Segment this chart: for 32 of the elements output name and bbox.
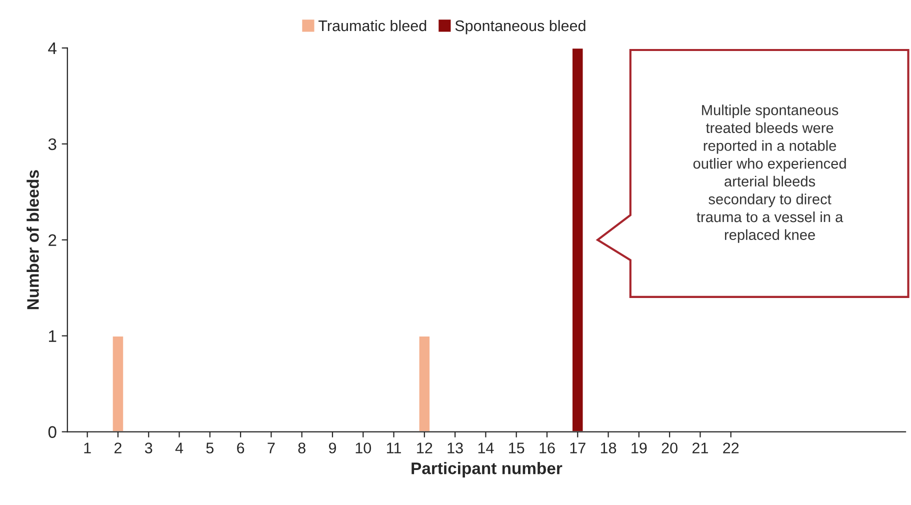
x-tick-label: 21 (692, 442, 708, 454)
x-tick-label: 1 (84, 442, 91, 454)
annotation: Multiple spontaneous treated bleeds were reported in a notable outlier who experienced arterial bleeds secondary to direct trauma to a vessel in a replaced knee (693, 104, 846, 243)
legend-label: Spontaneous bleed (455, 20, 586, 34)
x-tick-label: 22 (723, 442, 739, 454)
x-tick-label: 8 (298, 442, 306, 454)
x-axis-title: Participant number (412, 462, 562, 478)
x-tick-label: 17 (570, 442, 586, 454)
y-tick-label: 1 (49, 330, 56, 342)
y-tick-label: 2 (48, 234, 56, 246)
legend-label: Traumatic bleed (318, 20, 426, 32)
x-tick-label: 12 (417, 442, 432, 454)
x-tick-label: 10 (356, 442, 372, 454)
x-tick-label: 6 (237, 442, 244, 454)
x-tick-label: 7 (268, 442, 275, 454)
x-tick-label: 5 (206, 442, 214, 454)
x-tick-label: 11 (387, 442, 401, 454)
x-tick-label: 2 (114, 442, 122, 454)
x-tick-label: 13 (448, 442, 463, 454)
y-axis-title: Number of bleeds (26, 170, 39, 310)
x-tick-label: 16 (540, 442, 555, 454)
x-tick-label: 3 (144, 442, 152, 454)
x-tick-label: 14 (478, 442, 494, 454)
x-tick-label: 19 (632, 442, 647, 454)
x-tick-label: 18 (600, 442, 616, 454)
y-tick-label: 0 (48, 426, 56, 438)
x-tick-label: 4 (175, 442, 184, 454)
x-tick-label: 15 (509, 442, 524, 454)
y-tick-label: 4 (48, 42, 57, 54)
x-tick-label: 20 (662, 442, 678, 454)
y-tick-label: 3 (48, 138, 56, 150)
x-tick-label: 9 (328, 442, 336, 454)
